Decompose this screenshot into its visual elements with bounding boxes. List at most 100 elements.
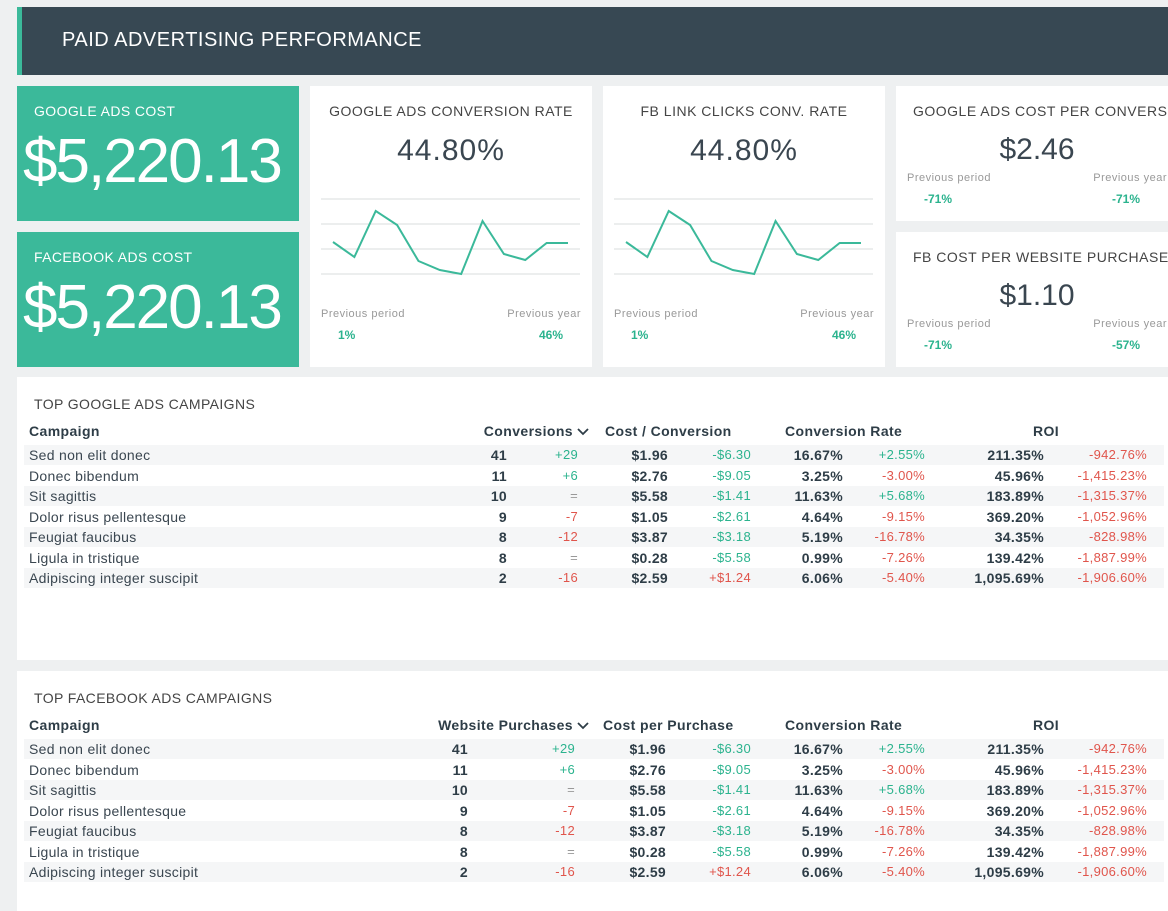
table-cell: -7	[565, 508, 578, 524]
table-cell: -$1.41	[712, 488, 751, 503]
table-cell: -$2.61	[712, 508, 751, 524]
table-cell: 3.25%	[801, 467, 843, 484]
table-cell: -16.78%	[874, 529, 925, 544]
column-header: Conversion Rate	[785, 423, 903, 439]
table-cell: 211.35%	[987, 447, 1044, 463]
table-cell: 11	[452, 761, 468, 778]
table-cell: 45.96%	[994, 761, 1044, 778]
campaign-name: Dolor risus pellentesque	[29, 508, 187, 525]
table-cell: 369.20%	[986, 802, 1044, 819]
table-cell: =	[570, 488, 578, 503]
table-cell: =	[567, 782, 575, 797]
table-cell: -7.26%	[882, 843, 925, 859]
table-cell: -16	[558, 570, 578, 585]
table-cell: -1,052.96%	[1077, 508, 1147, 524]
table-cell: -$2.61	[712, 802, 751, 818]
table-cell: -16	[555, 864, 575, 879]
table-cell: 5.19%	[801, 529, 843, 545]
row-stripe	[24, 486, 1164, 506]
table-cell: 6.06%	[801, 570, 843, 586]
sort-icon	[577, 428, 589, 436]
table-cell: -1,415.23%	[1077, 761, 1147, 777]
table-panel: TOP GOOGLE ADS CAMPAIGNS Campaign Conversi…	[17, 377, 1168, 660]
table-cell: +29	[555, 447, 578, 462]
row-stripe	[24, 568, 1164, 588]
kpi-value: $5,220.13	[23, 273, 283, 342]
table-cell: 45.96%	[994, 467, 1044, 484]
cost-card: GOOGLE ADS COST PER CONVERS $2.46 Previous…	[896, 86, 1168, 221]
table-cell: $1.05	[631, 508, 668, 525]
table-cell: 10	[490, 488, 507, 504]
chevron	[577, 428, 589, 436]
header-accent	[17, 7, 22, 75]
table-cell: -$9.05	[712, 467, 751, 483]
table-cell: 8	[459, 823, 468, 839]
table-cell: 183.89%	[986, 782, 1044, 798]
card-value: 44.80%	[397, 134, 505, 167]
table-cell: 1,095.69%	[974, 570, 1044, 586]
table-cell: 2	[498, 570, 507, 586]
table-cell: 11	[491, 467, 507, 484]
row-stripe	[24, 445, 1164, 465]
sparkline	[614, 198, 873, 276]
table-cell: 8	[498, 549, 507, 566]
row-stripe	[24, 821, 1164, 841]
campaign-name: Adipiscing integer suscipit	[29, 570, 199, 586]
table-cell: -3.00%	[882, 761, 925, 777]
header: PAID ADVERTISING PERFORMANCE	[17, 7, 1168, 75]
table-cell: $1.96	[631, 447, 668, 463]
table-cell: 41	[451, 741, 468, 757]
comparison-label: Previous period	[321, 308, 405, 320]
table-cell: +2.55%	[878, 741, 925, 756]
campaign-name: Sit sagittis	[29, 782, 97, 798]
table-cell: $2.76	[629, 761, 666, 778]
table-cell: -5.40%	[882, 570, 925, 585]
table-cell: -12	[555, 823, 575, 838]
table-cell: -3.00%	[882, 467, 925, 483]
kpi-card: GOOGLE ADS COST $5,220.13	[17, 86, 299, 221]
campaign-name: Ligula in tristique	[29, 549, 140, 566]
comparison-label: Previous period	[614, 308, 698, 320]
table-cell: 8	[498, 529, 507, 545]
table-cell: 16.67%	[793, 447, 843, 463]
comparison-value: -57%	[1111, 338, 1140, 352]
table-cell: +$1.24	[709, 570, 751, 585]
table-cell: -$9.05	[712, 761, 751, 777]
table-cell: $1.05	[629, 802, 666, 819]
campaign-name: Sed non elit donec	[29, 447, 151, 463]
table-cell: $3.87	[631, 529, 668, 545]
chevron	[577, 722, 589, 730]
column-header: Cost per Purchase	[603, 717, 734, 733]
table-panel: TOP FACEBOOK ADS CAMPAIGNS Campaign Websit…	[17, 671, 1168, 911]
table-cell: -7.26%	[882, 549, 925, 565]
table-cell: 3.25%	[801, 761, 843, 778]
table-cell: -1,887.99%	[1077, 843, 1147, 859]
table-cell: 11.63%	[794, 488, 843, 504]
table-cell: 5.19%	[801, 823, 843, 839]
table-cell: -942.76%	[1088, 741, 1147, 756]
table-cell: -1,052.96%	[1077, 802, 1147, 818]
card-value: $2.46	[999, 133, 1075, 166]
table-cell: 139.42%	[986, 843, 1044, 860]
table-cell: $2.76	[631, 467, 668, 484]
comparison-value: -71%	[924, 192, 953, 206]
column-header: Cost / Conversion	[605, 423, 732, 439]
comparison-label: Previous year	[507, 308, 581, 320]
table-cell: -16.78%	[874, 823, 925, 838]
comparison-label: Previous period	[907, 172, 991, 184]
table-cell: -9.15%	[882, 508, 925, 524]
campaign-name: Ligula in tristique	[29, 843, 140, 860]
table-cell: 183.89%	[986, 488, 1044, 504]
sparkline-line	[332, 209, 568, 276]
table-cell: 6.06%	[801, 864, 843, 880]
column-header: ROI	[1032, 423, 1060, 439]
table-cell: 0.99%	[801, 549, 843, 566]
table-cell: -942.76%	[1088, 447, 1147, 462]
table-cell: +5.68%	[878, 782, 925, 797]
table-cell: -1,415.23%	[1077, 467, 1147, 483]
campaign-name: Donec bibendum	[29, 467, 140, 484]
row-stripe	[24, 739, 1164, 759]
kpi-label: GOOGLE ADS COST	[34, 103, 176, 119]
rate-card: GOOGLE ADS CONVERSION RATE 44.80% Previous…	[310, 86, 592, 367]
